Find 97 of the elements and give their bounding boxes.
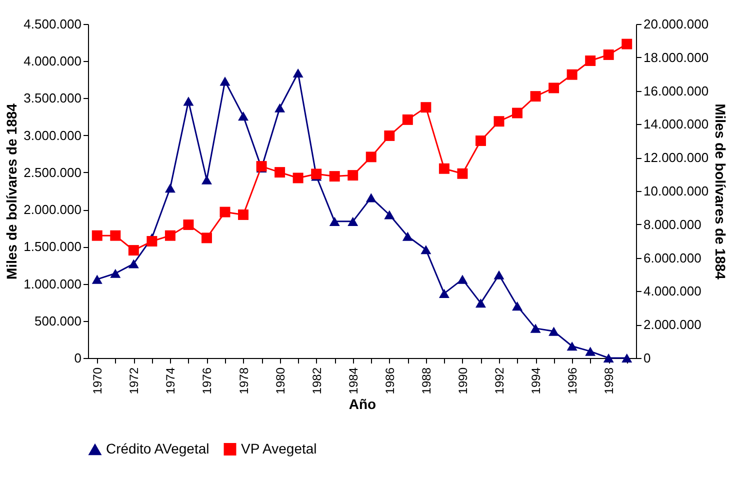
point [585,55,596,66]
point [128,245,139,256]
y2-tick-label: 12.000.000 [644,150,709,166]
point [475,135,486,146]
y2-tick-label: 14.000.000 [644,116,709,132]
y2-tick-label: 0 [644,350,651,366]
y-tick-label: 500.000 [34,313,82,328]
point [238,111,249,121]
point [238,209,249,220]
point [494,116,504,127]
point [530,91,541,102]
point [220,206,230,218]
y-tick-label: 1.000.000 [24,276,82,292]
point [585,346,596,356]
point [366,193,376,202]
y2-tick-label: 6.000.000 [644,250,702,266]
legend-label: VP Avegetal [241,440,317,456]
point [274,167,286,178]
point [512,302,523,311]
point [329,171,340,182]
point [420,245,432,254]
point [164,230,176,241]
point [183,219,194,230]
point [292,68,304,78]
x-tick-label: 1980 [273,367,288,394]
point [494,270,504,280]
point [530,324,541,333]
point [220,76,230,86]
point [92,230,102,241]
legend-label: Crédito AVegetal [106,440,210,457]
y2-tick-label: 4.000.000 [644,284,702,299]
y-tick-label: 2.500.000 [24,164,82,180]
x-tick-label: 1972 [127,367,142,394]
point [201,175,212,184]
x-tick-label: 1998 [602,367,616,394]
point [164,183,176,193]
x-tick-label: 1996 [566,367,580,394]
point [274,103,286,112]
y-tick-label: 3.500.000 [24,90,82,106]
x-axis-title: Año [348,396,376,412]
x-tick-label: 1976 [200,367,214,394]
y2-tick-label: 18.000.000 [644,50,709,65]
y-tick-label: 4.000.000 [24,54,82,69]
x-tick-label: 1992 [492,367,506,394]
point [548,82,560,94]
y-axis-title: Miles de bolívares de 1884 [4,103,20,280]
point [402,114,413,125]
point [457,274,468,284]
point [402,232,413,241]
point [457,168,468,179]
x-tick-label: 1994 [529,367,544,394]
point [475,298,486,308]
x-tick-label: 1990 [456,367,470,394]
point [146,236,158,247]
y2-tick-label: 2.000.000 [644,317,702,332]
point [366,152,376,162]
point [110,230,121,241]
point [348,216,358,226]
point [201,232,212,244]
point [622,353,632,363]
point [128,259,139,268]
x-tick-label: 1974 [164,367,178,394]
point [183,96,194,106]
point [566,69,578,80]
x-tick-label: 1986 [382,367,397,394]
point [566,342,578,351]
point [384,210,395,220]
y2-tick-label: 16.000.000 [644,83,709,98]
point [622,38,632,50]
y2-tick-label: 10.000.000 [644,184,709,198]
x-tick-label: 1988 [419,367,434,394]
point [311,168,322,180]
y-tick-label: 4.500.000 [24,16,82,32]
y-tick-label: 2.000.000 [24,202,82,218]
point [420,102,432,113]
point [348,170,358,181]
y-tick-label: 1.500.000 [24,239,82,254]
point [92,274,102,284]
y2-tick-label: 20.000.000 [644,16,709,32]
point [110,268,121,278]
point [603,49,614,60]
y-tick-label: 0 [74,350,82,366]
point [548,326,560,336]
y-tick-label: 3.000.000 [24,128,82,143]
point [292,172,304,184]
point [329,216,340,226]
point [438,288,450,298]
x-tick-label: 1982 [310,367,324,394]
x-tick-label: 1978 [236,367,251,394]
point [438,163,450,174]
x-tick-label: 1970 [90,367,105,394]
y2-tick-label: 8.000.000 [644,216,702,232]
x-tick-label: 1984 [346,367,360,394]
point [603,353,614,363]
y2-axis-title: Miles de bolívares de 1884 [712,104,729,280]
point [512,108,523,118]
point [384,130,395,141]
